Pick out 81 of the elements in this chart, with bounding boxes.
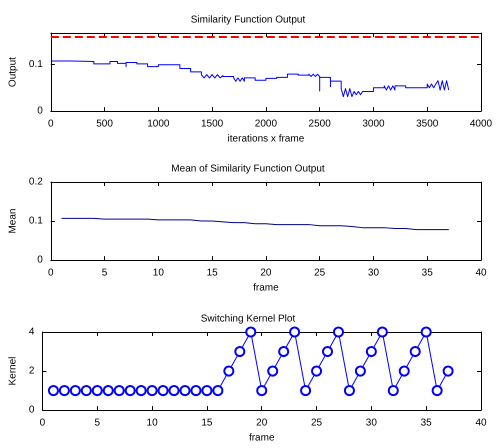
- point: [267, 365, 278, 376]
- y-tick-label: 2: [28, 365, 35, 376]
- x-tick-label: 3500: [416, 118, 439, 130]
- x-tick-label: 10: [152, 268, 164, 279]
- point: [136, 384, 147, 396]
- point: [190, 384, 202, 396]
- x-tick-label: 15: [206, 268, 218, 279]
- point: [376, 326, 388, 338]
- point: [289, 326, 300, 338]
- x-tick-label: 25: [310, 417, 323, 428]
- point: [102, 384, 114, 396]
- point: [58, 384, 70, 396]
- y-tick-label: 4: [28, 326, 35, 338]
- point: [92, 384, 103, 396]
- point: [278, 346, 290, 357]
- point: [124, 384, 136, 396]
- point: [179, 384, 190, 396]
- point: [388, 384, 399, 396]
- y-tick-label: 0.1: [28, 58, 44, 70]
- point: [420, 326, 432, 338]
- point: [410, 346, 421, 357]
- y-tick-label: 0.2: [28, 176, 44, 188]
- x-axis-title: frame: [248, 432, 275, 444]
- y-tick-label: 0: [37, 106, 44, 117]
- x-tick-label: 3000: [362, 118, 386, 130]
- point: [366, 346, 377, 357]
- y-tick-label: 0.1: [28, 216, 44, 227]
- point: [442, 365, 454, 376]
- x-tick-label: 0: [48, 118, 54, 130]
- x-tick-label: 25: [314, 268, 326, 279]
- x-tick-label: 20: [260, 268, 272, 279]
- x-tick-label: 40: [475, 417, 487, 428]
- y-tick-label: 0: [28, 404, 35, 416]
- x-tick-label: 1500: [201, 118, 224, 130]
- point: [80, 384, 92, 396]
- point: [300, 384, 312, 396]
- point: [332, 326, 344, 338]
- point: [223, 365, 234, 376]
- x-tick-label: 10: [146, 417, 158, 428]
- point: [70, 384, 81, 396]
- x-tick-label: 20: [256, 417, 268, 428]
- x-tick-label: 30: [366, 417, 378, 428]
- x-tick-label: 30: [368, 268, 380, 279]
- point: [212, 384, 224, 396]
- point: [311, 365, 322, 376]
- x-tick-label: 0: [48, 268, 54, 279]
- point: [168, 384, 180, 396]
- point: [146, 384, 158, 396]
- point: [256, 384, 268, 396]
- x-tick-label: 15: [201, 417, 213, 428]
- x-tick-label: 5: [94, 417, 100, 428]
- x-tick-label: 35: [420, 417, 432, 428]
- point: [354, 365, 366, 376]
- point: [114, 384, 125, 396]
- x-axis-title: iterations x frame: [228, 134, 305, 144]
- point: [344, 384, 355, 396]
- point: [234, 346, 246, 357]
- x-tick-label: 2500: [308, 118, 332, 130]
- y-axis-title: Mean: [8, 208, 18, 234]
- point: [158, 384, 169, 396]
- line-series: [61, 218, 450, 230]
- x-tick-label: 40: [475, 268, 487, 279]
- y-axis-title: Output: [8, 56, 18, 88]
- point: [245, 326, 256, 338]
- x-tick-label: 2000: [254, 118, 278, 130]
- point: [48, 384, 59, 396]
- point: [398, 365, 410, 376]
- x-tick-label: 35: [422, 268, 434, 279]
- x-tick-label: 500: [96, 118, 114, 130]
- x-tick-label: 1000: [147, 118, 170, 130]
- y-axis-title: Kernel: [8, 356, 18, 386]
- y-tick-label: 0: [37, 254, 44, 266]
- point: [201, 384, 212, 396]
- x-tick-label: 5: [102, 268, 108, 279]
- chart-title: Similarity Function Output: [190, 14, 306, 26]
- x-tick-label: 4000: [470, 118, 493, 130]
- point: [322, 346, 334, 357]
- x-axis-title: frame: [253, 282, 280, 294]
- chart-title: Mean of Similarity Function Output: [171, 164, 325, 175]
- chart-title: Switching Kernel Plot: [200, 313, 296, 324]
- point: [432, 384, 443, 396]
